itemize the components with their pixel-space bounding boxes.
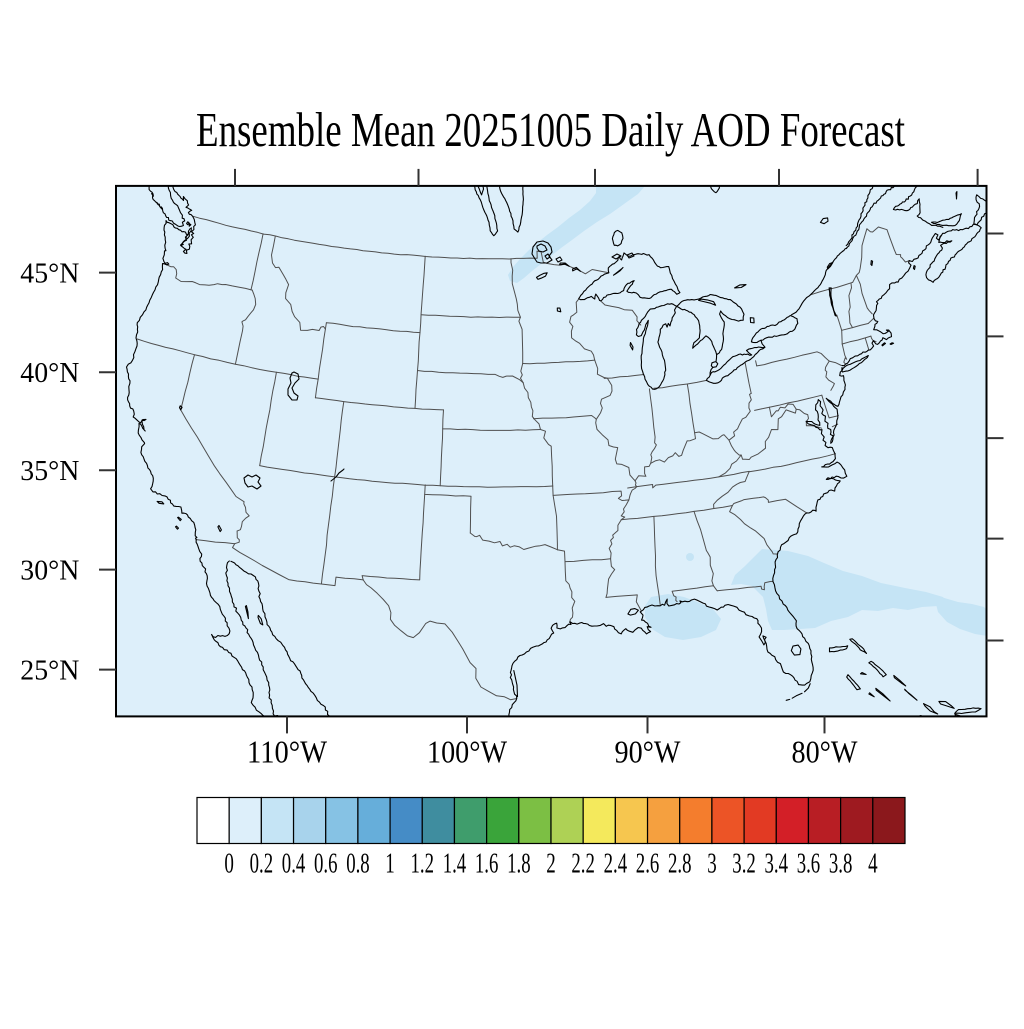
svg-text:0.4: 0.4 — [282, 848, 306, 879]
svg-text:45°N: 45°N — [20, 258, 79, 290]
svg-text:0.8: 0.8 — [346, 848, 370, 879]
svg-text:110°W: 110°W — [247, 734, 328, 770]
svg-text:2.8: 2.8 — [668, 848, 692, 879]
svg-text:3.6: 3.6 — [797, 848, 821, 879]
svg-text:90°W: 90°W — [615, 734, 682, 770]
svg-text:80°W: 80°W — [792, 734, 859, 770]
svg-text:2.2: 2.2 — [571, 848, 595, 879]
svg-text:3.2: 3.2 — [732, 848, 756, 879]
svg-text:35°N: 35°N — [20, 455, 79, 487]
svg-text:3.4: 3.4 — [765, 848, 789, 879]
svg-text:0: 0 — [224, 848, 234, 879]
svg-text:0.2: 0.2 — [250, 848, 274, 879]
svg-text:1.8: 1.8 — [507, 848, 530, 879]
svg-text:2.4: 2.4 — [604, 848, 628, 879]
svg-text:25°N: 25°N — [20, 655, 79, 687]
svg-text:30°N: 30°N — [20, 555, 79, 587]
svg-text:1.4: 1.4 — [443, 848, 467, 879]
svg-text:3.8: 3.8 — [829, 848, 853, 879]
svg-text:1.2: 1.2 — [411, 848, 435, 879]
svg-text:Ensemble Mean 20251005 Daily A: Ensemble Mean 20251005 Daily AOD Forecas… — [196, 102, 905, 157]
svg-text:1: 1 — [385, 848, 395, 879]
svg-text:3: 3 — [707, 848, 717, 879]
svg-text:100°W: 100°W — [427, 734, 508, 770]
svg-text:4: 4 — [868, 848, 878, 879]
svg-text:2.6: 2.6 — [636, 848, 660, 879]
svg-text:1.6: 1.6 — [475, 848, 499, 879]
svg-text:0.6: 0.6 — [314, 848, 338, 879]
svg-text:40°N: 40°N — [20, 357, 79, 389]
svg-text:2: 2 — [546, 848, 556, 879]
